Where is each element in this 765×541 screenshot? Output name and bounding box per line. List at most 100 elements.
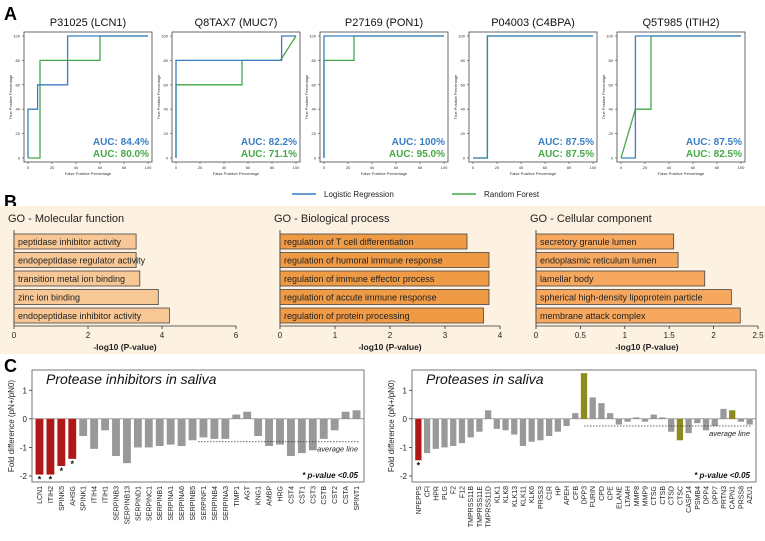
go-bp-tick-label: 1 <box>333 331 338 340</box>
go-cc-bar-label: endoplasmic reticulum lumen <box>540 256 657 266</box>
roc-muc7-xtick-label: 100 <box>293 165 300 170</box>
go-mf-bar <box>13 289 159 305</box>
fold-proteases-bar <box>607 413 614 419</box>
legend-lr-label: Logistic Regression <box>324 190 394 199</box>
fold-proteases-sig-star: * <box>417 460 421 470</box>
roc-muc7-ytick-label: 20 <box>164 131 169 136</box>
fold-proteases-category-label: DPP7 <box>712 486 719 504</box>
go-cc-bar-label: spherical high-density lipoprotein parti… <box>540 293 703 303</box>
fold-inhibitors-category-label: SERPINF1 <box>201 486 208 520</box>
fold-inhibitors-ylabel: Fold difference (pN+/pN0) <box>7 380 16 472</box>
roc-pon1-chart: P27169 (PON1) 0 0 20 20 40 40 60 60 80 80 100 100 Fal… <box>304 17 449 176</box>
roc-muc7-frame <box>171 31 301 163</box>
fold-proteases-chart: 1 0 -1 -2 Fold difference (pN+/pN0) Proteases… <box>387 369 757 528</box>
roc-itih2-ytick-label: 60 <box>609 82 614 87</box>
roc-pon1-ylabel: True Positive Percentage <box>304 74 309 120</box>
fold-inhibitors-bar <box>177 418 186 446</box>
roc-itih2-ytick-label: 100 <box>606 34 613 39</box>
roc-muc7-ytick-label: 0 <box>166 156 169 161</box>
fold-proteases-bar <box>650 414 657 419</box>
fold-inhibitors-category-label: TIMP1 <box>234 486 241 507</box>
fold-proteases-bar <box>702 418 710 431</box>
fold-proteases-category-label: CASP14 <box>686 486 693 513</box>
fold-inhibitors-category-label: SERPINB5 <box>190 486 197 521</box>
fold-proteases-category-label: KLK8 <box>503 486 510 503</box>
fold-inhibitors-bar <box>101 418 110 431</box>
fold-inhibitors-average-label: average line <box>317 445 358 454</box>
fold-proteases-bar <box>493 418 500 429</box>
roc-c4bpa-xtick-label: 60 <box>543 165 548 170</box>
fold-proteases-category-label: KLK13 <box>512 486 519 507</box>
fold-proteases-bar <box>476 418 483 432</box>
go-mf-xlabel: -log10 (P-value) <box>93 342 156 352</box>
panel-label-c: C <box>4 356 17 376</box>
roc-c4bpa-ytick-label: 0 <box>463 156 466 161</box>
roc-c4bpa-xtick-label: 20 <box>495 165 500 170</box>
fold-inhibitors-bar <box>68 418 77 459</box>
fold-proteases-category-label: PSMB4 <box>695 486 702 510</box>
fold-proteases-bar <box>720 408 727 419</box>
roc-itih2-ytick-label: 80 <box>609 58 614 63</box>
go-bp-bar-label: regulation of T cell differentiation <box>284 237 414 247</box>
roc-lcn1-frame <box>23 31 153 163</box>
go-mf-bar <box>13 252 137 268</box>
fold-inhibitors-category-label: ITIH1 <box>103 486 110 503</box>
fold-proteases-bar <box>519 418 527 446</box>
roc-itih2-lr-line <box>621 35 741 159</box>
fold-inhibitors-category-label: CST3 <box>310 486 317 504</box>
go-mf-bar-label: endopeptidase inhibitor activity <box>18 311 142 321</box>
go-bp-bar-label: regulation of immune effector process <box>284 274 435 284</box>
roc-itih2-auc-rf: AUC: 82.5% <box>686 149 742 160</box>
roc-muc7-xtick-label: 80 <box>270 165 275 170</box>
fold-proteases-category-label: DPP4 <box>704 486 711 504</box>
roc-muc7-lr-line <box>175 35 296 158</box>
fold-proteases-category-label: FURIN <box>590 486 597 507</box>
fold-proteases-bar <box>554 418 561 432</box>
fold-proteases-bar <box>580 373 588 419</box>
fold-proteases-category-label: HP <box>555 486 562 496</box>
fold-proteases-category-label: C1R <box>547 486 554 500</box>
fold-proteases-bar <box>537 418 544 441</box>
charts: P31025 (LCN1)002020404060608080100100Fal… <box>0 17 765 528</box>
fold-proteases-ytick-label: -1 <box>400 443 408 452</box>
fold-inhibitors-bar <box>46 418 55 475</box>
roc-pon1-xtick-label: 60 <box>394 165 399 170</box>
go-bp-bar <box>279 233 468 250</box>
go-bp-bar <box>279 307 484 324</box>
roc-itih2-xtick-label: 80 <box>715 165 720 170</box>
roc-pon1-xtick-label: 40 <box>370 165 375 170</box>
roc-legend: Logistic Regression Random Forest <box>292 190 540 199</box>
roc-muc7-xlabel: False Positive Percentage <box>213 171 260 176</box>
roc-c4bpa-title: P04003 (C4BPA) <box>491 17 575 29</box>
roc-pon1-xtick-label: 20 <box>346 165 351 170</box>
roc-c4bpa-ytick-label: 20 <box>461 131 466 136</box>
fold-inhibitors-bar <box>265 418 274 446</box>
fold-inhibitors-category-label: CSTB <box>321 486 328 505</box>
go-cc-tick-label: 0 <box>534 331 539 340</box>
roc-lcn1-ytick-label: 80 <box>16 58 21 63</box>
fold-proteases-category-label: NPEPPS <box>416 486 423 515</box>
fold-inhibitors-category-label: SPINT1 <box>354 486 361 511</box>
fold-proteases-ytick-label: -2 <box>400 472 408 481</box>
fold-proteases-bar <box>694 418 701 424</box>
roc-itih2-ytick-label: 0 <box>611 156 614 161</box>
roc-lcn1-ytick-label: 60 <box>16 82 21 87</box>
fold-inhibitors-sig-star: * <box>38 475 42 485</box>
roc-lcn1-title: P31025 (LCN1) <box>50 17 126 29</box>
go-cc-bar <box>535 233 675 250</box>
fold-proteases-title: Proteases in saliva <box>426 371 544 387</box>
roc-itih2-xtick-label: 100 <box>738 165 745 170</box>
roc-itih2-frame <box>616 31 746 163</box>
roc-itih2-xtick-label: 0 <box>620 165 623 170</box>
roc-lcn1-ytick-label: 20 <box>16 131 21 136</box>
go-bp-bar <box>279 270 490 287</box>
fold-proteases-bar <box>615 418 623 425</box>
fold-proteases-bar <box>589 397 596 419</box>
fold-proteases-category-label: CFI <box>425 486 432 497</box>
roc-c4bpa-lr-line <box>473 35 593 159</box>
go-cc-title: GO - Cellular component <box>530 213 652 225</box>
fold-proteases-category-label: KLK6 <box>529 486 536 503</box>
roc-pon1-title: P27169 (PON1) <box>345 17 423 29</box>
fold-inhibitors-bar <box>232 414 241 419</box>
roc-lcn1-chart: P31025 (LCN1) 0 0 20 20 40 40 60 60 80 80 100 100 Fal… <box>8 17 153 176</box>
